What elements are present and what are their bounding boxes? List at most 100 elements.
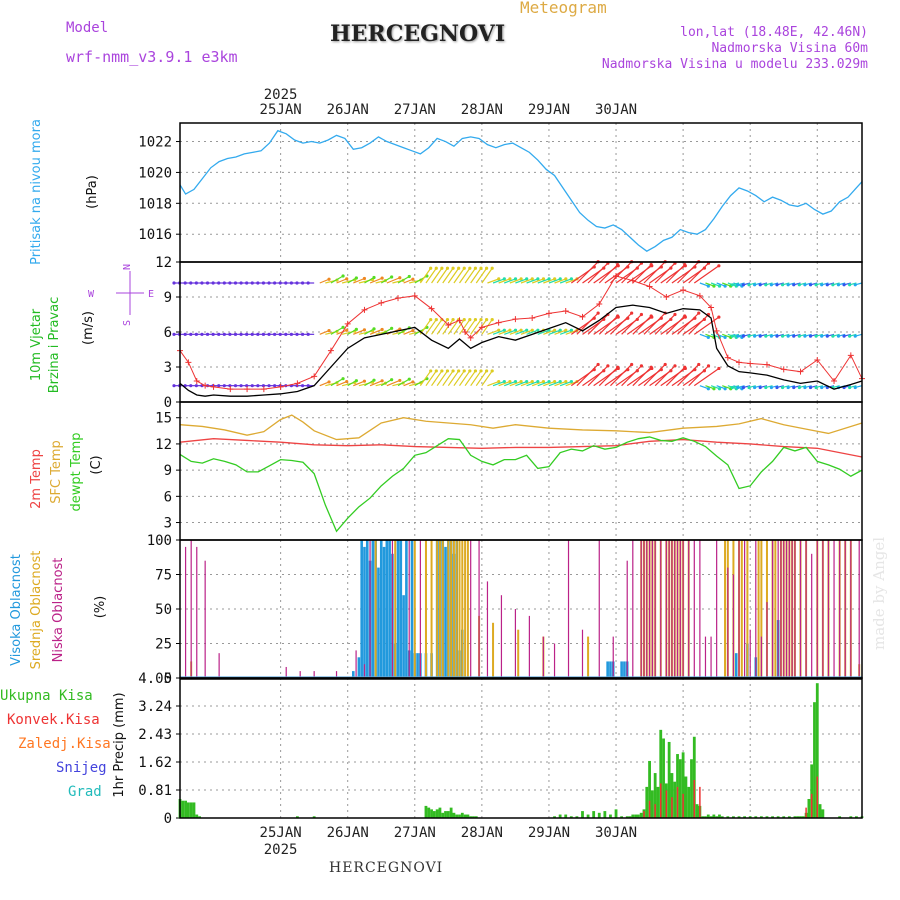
gust-point xyxy=(780,366,787,373)
wind-arrow xyxy=(425,319,437,335)
precip-total-bar xyxy=(678,759,682,818)
wind-arrow-head xyxy=(508,379,512,384)
wind-arrow-head xyxy=(569,379,574,384)
wind-arrow-head xyxy=(278,281,282,285)
wind-arrow-head xyxy=(530,328,534,332)
cloud-mid-bar xyxy=(441,540,444,678)
ytick-label: 6 xyxy=(164,325,172,341)
cloud-low-bar xyxy=(738,540,740,678)
wind-arrow xyxy=(531,380,544,387)
wind-arrow xyxy=(632,315,652,335)
wind-arrow xyxy=(364,276,375,284)
wind-arrow xyxy=(559,278,572,284)
precip-total-bar xyxy=(659,729,663,818)
wind-arrow xyxy=(665,264,686,284)
precip-total-bar xyxy=(444,811,447,818)
cloud-high-bar xyxy=(399,540,403,678)
cloud-mid-bar xyxy=(464,540,467,678)
precip-conv-bar xyxy=(810,793,813,818)
wind-arrow-head xyxy=(530,379,534,384)
wind-arrow-head xyxy=(820,283,824,287)
pressure-unit: (hPa) xyxy=(85,175,100,209)
cloud-mid-bar xyxy=(394,540,397,678)
cloud-mid-bar xyxy=(724,540,727,678)
gust-point xyxy=(646,283,653,290)
wind-arrow-head xyxy=(468,369,472,373)
precip-total-bar xyxy=(614,809,618,818)
gust-point xyxy=(663,294,670,300)
wind-arrow-head xyxy=(205,281,210,285)
precip-total-bar xyxy=(198,816,201,818)
wind-arrow xyxy=(442,370,454,387)
wind-arrow xyxy=(492,380,505,387)
gust-point xyxy=(596,301,603,307)
gust-point xyxy=(311,373,318,380)
wind-arrow-head xyxy=(222,332,226,336)
year-label-top: 2025 xyxy=(264,87,298,103)
wind-arrow-head xyxy=(596,362,600,367)
wind-arrow-head xyxy=(273,384,277,388)
wind-arrow-head xyxy=(485,266,489,270)
precip-conv-bar xyxy=(643,811,645,818)
wind-arrow-head xyxy=(217,281,221,285)
wind-arrow-head xyxy=(741,283,746,287)
precip-total-bar xyxy=(474,816,478,818)
ytick-label: 6 xyxy=(164,489,172,505)
wind-arrow xyxy=(369,380,383,387)
wind-arrow-head xyxy=(497,379,501,384)
wind-arrow-head xyxy=(730,334,734,338)
wind-arrow xyxy=(364,328,375,335)
wind-arrow-head xyxy=(217,332,221,336)
pressure-line xyxy=(179,129,863,252)
wind-arrow-head xyxy=(194,281,198,285)
wind-arrow-head xyxy=(820,385,824,390)
wind-arrow-head xyxy=(295,281,299,285)
direction-legend-south: S xyxy=(122,320,133,326)
wind-arrow xyxy=(487,380,499,387)
ytick-label: 50 xyxy=(155,602,172,618)
wind-arrow-head xyxy=(362,276,367,281)
direction-legend-east: E xyxy=(148,289,154,300)
precip-total-bar xyxy=(793,816,797,818)
wind-arrow xyxy=(537,278,550,284)
precip-total-bar xyxy=(737,816,741,818)
cloud-mid-bar xyxy=(466,540,469,678)
wind-arrow-head xyxy=(747,283,751,287)
cloud-low-bar xyxy=(744,540,746,678)
wind-arrow xyxy=(459,267,471,284)
wind-arrow xyxy=(643,261,666,284)
cloud-low-bar xyxy=(682,540,684,678)
cloud-low-bar xyxy=(514,609,517,678)
precip-total-bar xyxy=(776,816,780,818)
precip-total-bar xyxy=(441,812,445,818)
wind-arrow-head xyxy=(758,334,762,338)
cloud-high-bar xyxy=(382,546,386,678)
wind-arrow xyxy=(436,370,448,387)
day-label-bottom: 27JAN xyxy=(394,825,436,841)
wind-arrow-head xyxy=(547,379,551,384)
cloud-low-bar xyxy=(780,540,782,678)
wind-arrow-head xyxy=(239,281,243,285)
wind-arrow-head xyxy=(239,332,243,336)
precip-total-bar xyxy=(695,804,699,818)
gust-point xyxy=(411,292,418,299)
precip-total-bar xyxy=(732,816,735,818)
cloud-low-bar xyxy=(760,636,762,678)
cloud-low-bar xyxy=(679,540,681,678)
wind-arrow-head xyxy=(758,283,762,287)
wind-arrow-head xyxy=(697,311,701,315)
wind-arrow-head xyxy=(300,281,305,285)
wind-arrow-head xyxy=(831,334,835,338)
cloud-low-bar xyxy=(553,643,556,678)
wind-arrow-head xyxy=(233,281,238,285)
ytick-label: 1022 xyxy=(138,135,172,151)
day-label-top: 29JAN xyxy=(528,102,570,118)
wind-arrow xyxy=(677,364,700,387)
wind-arrow-head xyxy=(172,384,176,388)
precip-total-bar xyxy=(715,816,719,818)
ytick-label: 12 xyxy=(155,437,172,453)
wind-arrow-head xyxy=(842,283,846,287)
wind-arrow-head xyxy=(306,332,310,336)
wind-arrow-head xyxy=(825,334,829,338)
wind-arrow-head xyxy=(245,332,249,336)
